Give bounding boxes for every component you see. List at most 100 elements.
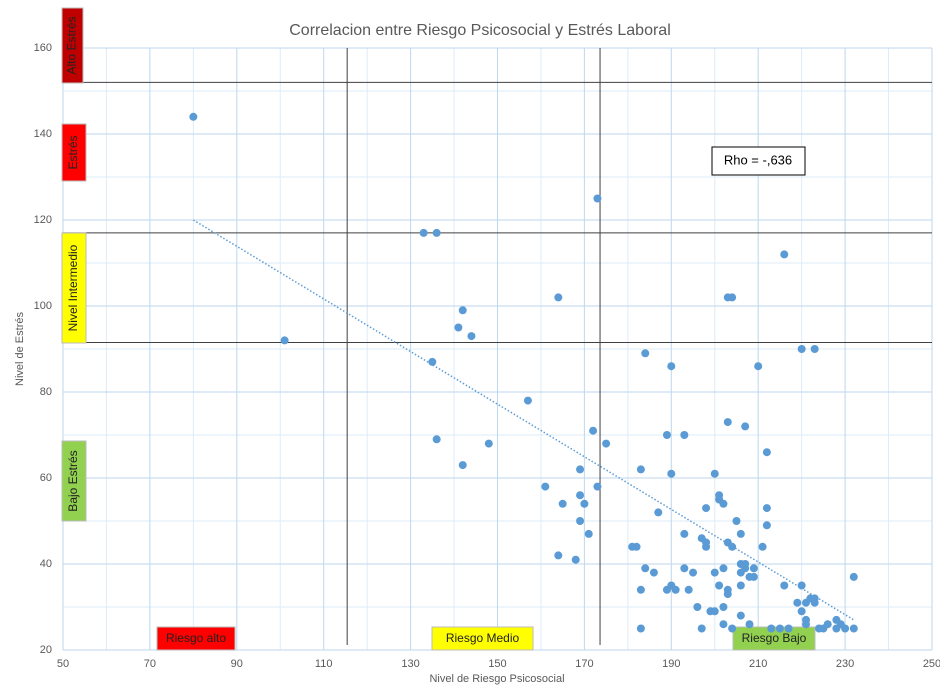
data-point [458, 461, 467, 470]
x-tick-label: 250 [923, 658, 940, 670]
data-point [723, 418, 732, 427]
band-label-box [61, 123, 87, 182]
data-point [554, 551, 563, 560]
x-tick-label: 190 [662, 658, 680, 670]
data-point [662, 431, 671, 439]
data-point [576, 491, 585, 500]
data-point [680, 529, 689, 538]
annotation-box [711, 146, 806, 176]
data-point [432, 228, 441, 237]
data-point [589, 426, 598, 435]
x-tick-label: 210 [749, 658, 767, 670]
data-point [849, 572, 858, 581]
data-point [280, 336, 289, 345]
data-point [428, 357, 437, 366]
band-label: Alto Estrés [65, 16, 79, 74]
data-point [558, 499, 567, 508]
chart-title: Correlacion entre Riesgo Psicosocial y E… [289, 22, 671, 39]
data-point [723, 590, 732, 599]
data-point [419, 228, 428, 237]
data-point [749, 572, 758, 581]
band-label: Bajo Estrés [66, 450, 80, 511]
data-point [189, 112, 198, 121]
x-tick-label: 70 [144, 658, 156, 670]
y-tick-label: 100 [34, 300, 52, 312]
data-point [793, 598, 802, 607]
data-point [728, 624, 737, 633]
data-point [541, 482, 550, 491]
data-point [576, 465, 585, 474]
data-point [762, 448, 771, 457]
data-point [754, 362, 763, 371]
data-point [762, 504, 771, 513]
x-tick-label: 230 [836, 658, 854, 670]
data-point [576, 517, 585, 525]
trendline [192, 219, 855, 621]
data-point [636, 585, 645, 594]
data-point [823, 620, 832, 629]
y-tick-label: 20 [40, 644, 52, 656]
data-point [484, 439, 493, 448]
data-point [641, 564, 650, 573]
data-point [584, 529, 593, 538]
data-point [580, 499, 589, 508]
data-point [654, 508, 663, 517]
x-tick-label: 170 [575, 658, 593, 670]
data-point [745, 620, 754, 629]
band-label-box [61, 440, 87, 522]
band-label: Estrés [66, 135, 80, 169]
data-point [693, 603, 702, 611]
data-point [641, 349, 650, 358]
data-point [736, 581, 745, 590]
band-label-box [156, 626, 236, 651]
data-point [680, 564, 689, 573]
data-point [719, 564, 728, 573]
data-point [702, 504, 711, 513]
data-point [636, 465, 645, 474]
data-point [467, 332, 476, 341]
data-point [728, 293, 737, 302]
data-point [454, 323, 463, 332]
data-point [849, 624, 858, 633]
data-point [710, 568, 719, 577]
data-point [667, 469, 676, 478]
data-point [636, 624, 645, 633]
data-point [715, 581, 724, 590]
data-point [797, 345, 806, 353]
data-point [732, 517, 741, 525]
data-point [810, 345, 819, 353]
data-point [797, 607, 806, 616]
data-point [684, 585, 693, 594]
data-point [710, 469, 719, 478]
data-point [667, 362, 676, 371]
data-point [758, 542, 767, 551]
data-point [680, 431, 689, 439]
data-point [697, 624, 706, 633]
x-tick-label: 50 [57, 658, 69, 670]
data-point [710, 607, 719, 616]
y-tick-label: 40 [40, 558, 52, 570]
data-point [780, 250, 789, 259]
band-label-box [61, 7, 84, 84]
data-point [554, 293, 563, 302]
data-point [458, 306, 467, 315]
data-point [719, 620, 728, 629]
data-point [702, 542, 711, 551]
data-point [719, 499, 728, 508]
data-point [749, 564, 758, 573]
x-tick-label: 110 [315, 658, 333, 670]
data-point [632, 542, 641, 551]
annotation: Rho = -,636 [724, 152, 792, 167]
data-point [432, 435, 441, 444]
x-tick-label: 150 [488, 658, 506, 670]
data-point [741, 422, 750, 431]
band-label-box [61, 232, 87, 344]
y-tick-label: 60 [40, 472, 52, 484]
data-point [736, 611, 745, 620]
band-label: Riesgo alto [166, 631, 226, 645]
x-tick-label: 90 [231, 658, 243, 670]
data-point [671, 585, 680, 594]
data-point [593, 194, 602, 203]
x-tick-label: 130 [401, 658, 419, 670]
